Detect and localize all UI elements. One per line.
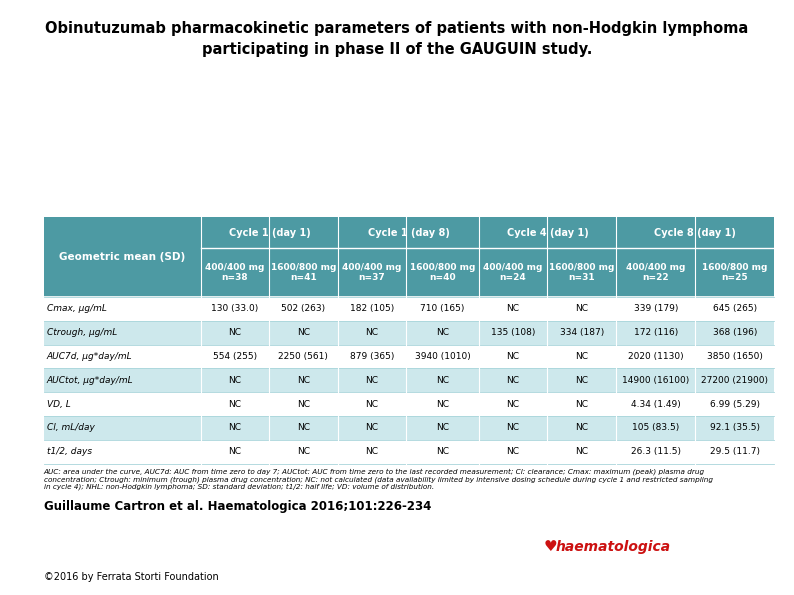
Text: 1600/800 mg
n=25: 1600/800 mg n=25 — [702, 263, 767, 282]
Text: 502 (263): 502 (263) — [281, 304, 326, 314]
Text: VD, L: VD, L — [47, 399, 71, 409]
Text: NC: NC — [228, 399, 241, 409]
Text: NC: NC — [297, 447, 310, 456]
Text: participating in phase II of the GAUGUIN study.: participating in phase II of the GAUGUIN… — [202, 42, 592, 57]
Text: 400/400 mg
n=22: 400/400 mg n=22 — [626, 263, 685, 282]
Text: 400/400 mg
n=24: 400/400 mg n=24 — [484, 263, 542, 282]
Text: NC: NC — [507, 399, 519, 409]
Text: NC: NC — [507, 352, 519, 361]
Text: NC: NC — [365, 399, 379, 409]
Text: 1600/800 mg
n=40: 1600/800 mg n=40 — [410, 263, 475, 282]
Text: NC: NC — [507, 304, 519, 314]
Text: 334 (187): 334 (187) — [560, 328, 603, 337]
Text: 400/400 mg
n=37: 400/400 mg n=37 — [342, 263, 402, 282]
Text: 2250 (561): 2250 (561) — [279, 352, 328, 361]
Text: NC: NC — [575, 375, 588, 385]
Text: 710 (165): 710 (165) — [420, 304, 464, 314]
Text: 1600/800 mg
n=41: 1600/800 mg n=41 — [271, 263, 336, 282]
Text: AUC: area under the curve, AUC7d: AUC from time zero to day 7; AUCtot: AUC from : AUC: area under the curve, AUC7d: AUC fr… — [44, 468, 713, 490]
Text: 29.5 (11.7): 29.5 (11.7) — [710, 447, 760, 456]
Text: 105 (83.5): 105 (83.5) — [632, 423, 680, 433]
Text: 4.34 (1.49): 4.34 (1.49) — [631, 399, 680, 409]
Text: NC: NC — [228, 328, 241, 337]
Text: NC: NC — [365, 447, 379, 456]
Text: Guillaume Cartron et al. Haematologica 2016;101:226-234: Guillaume Cartron et al. Haematologica 2… — [44, 500, 431, 513]
Text: NC: NC — [365, 375, 379, 385]
Text: Cmax, μg/mL: Cmax, μg/mL — [47, 304, 106, 314]
Text: 92.1 (35.5): 92.1 (35.5) — [710, 423, 760, 433]
Text: Cl, mL/day: Cl, mL/day — [47, 423, 94, 433]
Text: 14900 (16100): 14900 (16100) — [622, 375, 689, 385]
Text: 27200 (21900): 27200 (21900) — [701, 375, 769, 385]
Text: 879 (365): 879 (365) — [350, 352, 394, 361]
Text: NC: NC — [297, 328, 310, 337]
Text: NC: NC — [436, 447, 449, 456]
Text: ♥: ♥ — [544, 538, 557, 554]
Text: haematologica: haematologica — [556, 540, 671, 555]
Text: NC: NC — [365, 328, 379, 337]
Text: NC: NC — [575, 304, 588, 314]
Text: NC: NC — [228, 375, 241, 385]
Text: 554 (255): 554 (255) — [213, 352, 256, 361]
Text: Ctrough, μg/mL: Ctrough, μg/mL — [47, 328, 117, 337]
Text: NC: NC — [297, 399, 310, 409]
Text: NC: NC — [575, 399, 588, 409]
Text: AUC7d, μg*day/mL: AUC7d, μg*day/mL — [47, 352, 133, 361]
Text: NC: NC — [575, 423, 588, 433]
Text: NC: NC — [436, 399, 449, 409]
Text: NC: NC — [297, 423, 310, 433]
Text: 645 (265): 645 (265) — [713, 304, 757, 314]
Text: 6.99 (5.29): 6.99 (5.29) — [710, 399, 760, 409]
Text: NC: NC — [507, 423, 519, 433]
Text: NC: NC — [507, 375, 519, 385]
Text: 135 (108): 135 (108) — [491, 328, 535, 337]
Text: NC: NC — [365, 423, 379, 433]
Text: 339 (179): 339 (179) — [634, 304, 678, 314]
Text: NC: NC — [575, 447, 588, 456]
Text: t1/2, days: t1/2, days — [47, 447, 92, 456]
Text: 3940 (1010): 3940 (1010) — [414, 352, 470, 361]
Text: 130 (33.0): 130 (33.0) — [211, 304, 258, 314]
Text: 400/400 mg
n=38: 400/400 mg n=38 — [205, 263, 264, 282]
Text: ©2016 by Ferrata Storti Foundation: ©2016 by Ferrata Storti Foundation — [44, 572, 218, 582]
Text: Cycle 1 (day 8): Cycle 1 (day 8) — [368, 228, 449, 237]
Text: Cycle 8 (day 1): Cycle 8 (day 1) — [654, 228, 736, 237]
Text: 2020 (1130): 2020 (1130) — [628, 352, 684, 361]
Text: NC: NC — [436, 375, 449, 385]
Text: Geometric mean (SD): Geometric mean (SD) — [59, 252, 185, 262]
Text: NC: NC — [297, 375, 310, 385]
Text: 1600/800 mg
n=31: 1600/800 mg n=31 — [549, 263, 615, 282]
Text: 172 (116): 172 (116) — [634, 328, 678, 337]
Text: NC: NC — [507, 447, 519, 456]
Text: Obinutuzumab pharmacokinetic parameters of patients with non-Hodgkin lymphoma: Obinutuzumab pharmacokinetic parameters … — [45, 21, 749, 36]
Text: Cycle 4 (day 1): Cycle 4 (day 1) — [507, 228, 588, 237]
Text: AUCtot, μg*day/mL: AUCtot, μg*day/mL — [47, 375, 133, 385]
Text: Cycle 1 (day 1): Cycle 1 (day 1) — [229, 228, 310, 237]
Text: NC: NC — [228, 447, 241, 456]
Text: 3850 (1650): 3850 (1650) — [707, 352, 763, 361]
Text: NC: NC — [228, 423, 241, 433]
Text: NC: NC — [436, 423, 449, 433]
Text: NC: NC — [436, 328, 449, 337]
Text: 26.3 (11.5): 26.3 (11.5) — [630, 447, 680, 456]
Text: NC: NC — [575, 352, 588, 361]
Text: 368 (196): 368 (196) — [712, 328, 757, 337]
Text: 182 (105): 182 (105) — [350, 304, 394, 314]
